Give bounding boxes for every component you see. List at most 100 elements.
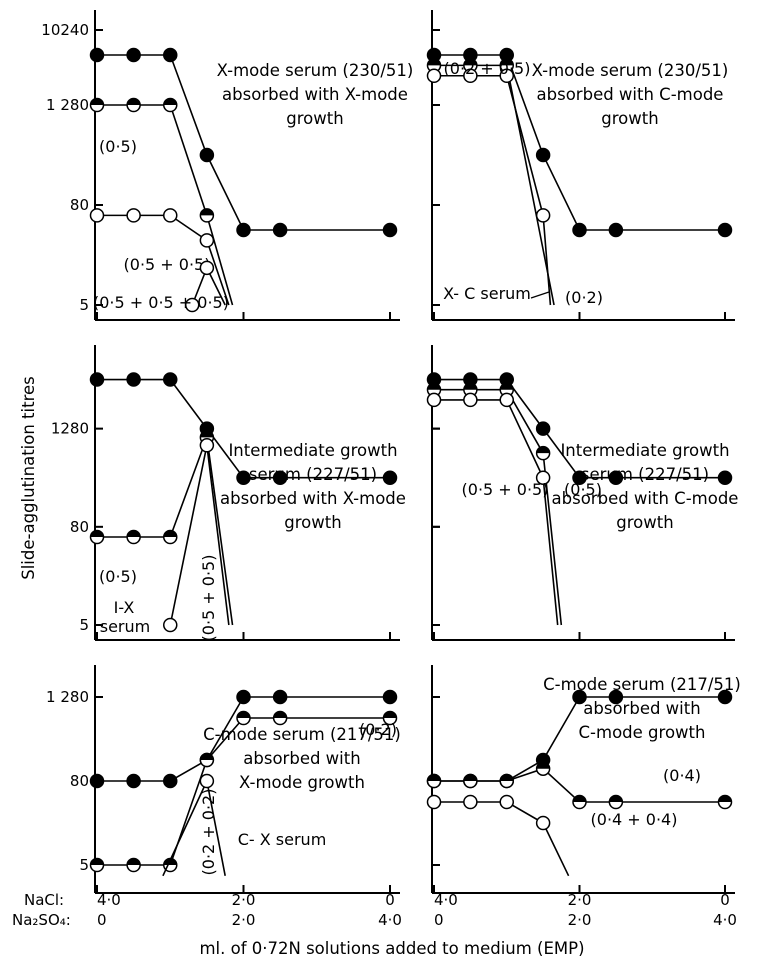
series-line [434,54,725,231]
panel-title-line: absorbed with C-mode [537,85,724,104]
series-label: (0·5) [99,567,137,586]
panel-title-line: Intermediate growth [228,441,397,460]
data-point-open [89,208,105,223]
data-point-open [426,392,442,408]
panel-annotation: C- X serum [238,830,327,849]
data-point-half-fill [163,530,177,538]
data-point-half-fill [536,446,550,454]
data-point-half-fill [718,795,732,802]
series-label: (0·4 + 0·4) [591,810,678,829]
data-point-filled [717,689,733,705]
x-tick-label-na2so4: 2·0 [232,911,256,929]
data-point-open [499,794,514,810]
y-tick-label: 1280 [51,420,89,438]
series-line [434,64,555,306]
data-point-open [463,392,478,408]
x-tick-label-na2so4: 4·0 [378,911,402,929]
data-point-half-fill [383,711,397,718]
series-line [97,54,390,231]
data-point-filled [89,47,105,63]
annotation-pointer [530,291,550,299]
data-point-filled [236,470,251,485]
data-point-filled [236,689,251,705]
x-tick-label-nacl: 2·0 [232,891,256,909]
data-point-open [126,208,141,223]
data-point-open [426,794,442,810]
y-tick-label: 80 [70,518,89,536]
data-point-filled [163,47,178,63]
data-point-filled [272,470,288,485]
data-point-half-fill [90,858,104,865]
series-label: (0·5 + 0·5) [124,255,211,274]
data-point-half-fill [273,711,287,718]
data-point-half-fill [237,711,250,718]
panel-title-line: growth [284,513,341,532]
y-tick-label: 10240 [41,21,89,39]
series-label: (0·2 + 0·5) [444,59,531,78]
data-point-half-fill [500,58,514,66]
y-tick-label: 5 [79,616,89,634]
data-point-open [499,392,514,408]
data-point-filled [89,372,105,387]
data-point-half-fill [200,430,214,438]
data-point-filled [163,372,178,387]
panel-title-line: X-mode growth [239,773,365,792]
data-point-filled [572,222,587,238]
data-point-half-fill [500,383,514,390]
data-point-filled [717,222,733,238]
series-label: (0·5 + 0·5) [462,480,549,499]
series-label: (0·2) [359,720,397,739]
panel-title-line: C-mode growth [579,723,706,742]
data-point-open [463,68,478,84]
x-tick-label-na2so4: 0 [97,911,107,929]
data-point-filled [572,470,587,485]
data-point-half-fill [127,98,141,105]
panel-top-right: X-mode serum (230/51) absorbed with C-mod… [426,10,735,321]
x-tick-label-nacl: 4·0 [97,891,121,909]
panel-title-line: absorbed with [243,749,360,768]
x-tick-label-nacl: 0 [385,891,395,909]
data-point-half-fill [463,774,477,781]
panel-title-line: absorbed with [583,699,700,718]
panel-bottom-right: C-mode serum (217/51) absorbed with C-mode… [426,665,741,894]
panel-annotation: X- C serum [443,284,531,303]
data-point-filled [126,773,141,789]
panel-annotation: I-X [114,598,135,617]
panel-title-line: X-mode serum (230/51) [217,61,414,80]
panel-title-line: growth [601,109,658,128]
panel-annotation: serum [100,617,150,636]
panel-title-line: growth [616,513,673,532]
data-point-filled [272,689,288,705]
data-point-open [199,233,215,248]
y-tick-label: 1 280 [46,688,89,706]
panel-title-line: C-mode serum (217/51) [203,725,401,744]
series-line [434,74,552,306]
data-point-filled [382,689,398,705]
panels-layer: 10240 1 280 80 5 X-mode serum (230/51) absorb… [41,10,741,894]
y-tick-label: 5 [79,296,89,314]
y-axis-label: Slide-agglutination titres [19,376,38,580]
data-point-half-fill [463,383,477,390]
y-tick-label: 5 [79,856,89,874]
x-tick-label-nacl: 2·0 [568,891,592,909]
series-label: (0·4) [663,766,701,785]
y-tick-label: 80 [70,772,89,790]
data-point-open [463,794,478,810]
data-point-half-fill [90,98,104,105]
panel-title-line: C-mode serum (217/51) [543,675,741,694]
series-label: (0·2) [565,288,603,307]
data-point-half-fill [427,774,441,781]
data-point-filled [126,372,141,387]
data-point-open [535,470,551,485]
x-tick-labels: 4·0 0 2·0 2·0 0 4·0 4·0 0 2·0 2·0 0 4·0 [97,891,737,929]
data-point-filled [572,689,587,705]
series-line [434,801,570,877]
panel-bottom-left: 1 280 80 5 C-mode serum (217/51) absorbed wi… [46,665,401,894]
panel-title-line: serum (227/51) [249,465,377,484]
series-label: (0·5 + 0·5 + 0·5) [93,293,229,312]
series-label: (0·5 + 0·5) [199,555,218,642]
data-point-half-fill [573,795,586,802]
data-point-open [163,617,178,633]
